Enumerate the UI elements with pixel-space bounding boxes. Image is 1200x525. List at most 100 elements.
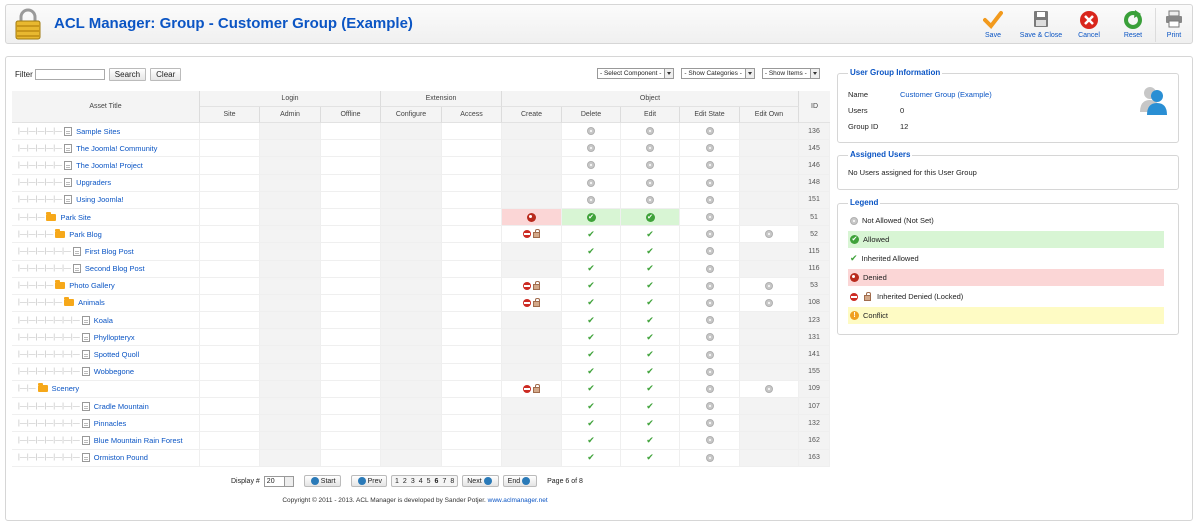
cell-create[interactable] [502,208,562,226]
page-number[interactable]: 8 [450,477,455,485]
cell-edit-state[interactable] [680,174,740,191]
cell-delete[interactable]: ✔ [562,243,621,260]
clear-button[interactable]: Clear [150,67,182,81]
select-component-dropdown[interactable]: - Select Component - [597,68,675,79]
page-number[interactable]: 7 [442,477,447,485]
cell-delete[interactable] [562,191,621,208]
cell-edit[interactable] [621,140,680,157]
cell-edit[interactable] [621,191,680,208]
cell-delete[interactable] [562,174,621,191]
cell-delete[interactable] [562,140,621,157]
cell-edit-state[interactable] [680,398,740,415]
cell-edit-own[interactable] [740,380,799,397]
cell-create[interactable] [502,294,562,312]
cell-edit[interactable]: ✔ [621,398,680,415]
asset-link[interactable]: The Joomla! Community [76,143,158,153]
cell-delete[interactable]: ✔ [562,380,621,397]
asset-link[interactable]: Upgraders [76,178,112,188]
cell-edit[interactable]: ✔ [621,346,680,363]
cell-edit[interactable]: ✔ [621,312,680,329]
asset-link[interactable]: Blue Mountain Rain Forest [93,435,183,445]
cell-edit-own[interactable] [740,277,799,294]
asset-link[interactable]: Pinnacles [93,418,127,428]
cell-edit[interactable] [621,157,680,174]
cell-edit[interactable] [621,174,680,191]
cell-edit-state[interactable] [680,243,740,260]
cell-edit[interactable]: ✔ [621,277,680,294]
cell-edit-state[interactable] [680,157,740,174]
cell-create[interactable] [502,226,562,243]
asset-link[interactable]: The Joomla! Project [76,160,143,170]
asset-link[interactable]: Scenery [51,384,80,394]
asset-link[interactable]: Park Blog [69,229,102,239]
asset-link[interactable]: Park Site [60,212,91,222]
search-button[interactable]: Search [108,67,147,81]
asset-link[interactable]: Animals [78,298,105,308]
cell-delete[interactable]: ✔ [562,398,621,415]
cell-edit-state[interactable] [680,415,740,432]
cell-edit-state[interactable] [680,449,740,466]
asset-link[interactable]: Using Joomla! [76,195,124,205]
cell-edit-state[interactable] [680,363,740,380]
asset-link[interactable]: Koala [93,315,113,325]
asset-link[interactable]: First Blog Post [84,246,134,256]
cell-delete[interactable]: ✔ [562,294,621,312]
cell-delete[interactable]: ✔ [562,277,621,294]
cell-delete[interactable] [562,157,621,174]
cell-edit-state[interactable] [680,208,740,226]
page-number[interactable]: 5 [426,477,431,485]
cell-edit-own[interactable] [740,226,799,243]
reset-button[interactable]: Reset [1111,8,1155,42]
cell-edit-own[interactable] [740,294,799,312]
cancel-button[interactable]: Cancel [1067,8,1111,42]
cell-edit-state[interactable] [680,140,740,157]
show-categories-dropdown[interactable]: - Show Categories - [681,68,755,79]
cell-create[interactable] [502,277,562,294]
aclmanager-link[interactable]: www.aclmanager.net [487,497,548,504]
asset-link[interactable]: Spotted Quoll [93,350,140,360]
display-count-dropdown[interactable]: 20 [263,475,294,487]
cell-edit-state[interactable] [680,277,740,294]
cell-edit-state[interactable] [680,380,740,397]
cell-edit[interactable]: ✔ [621,449,680,466]
cell-edit-state[interactable] [680,312,740,329]
cell-edit[interactable] [621,123,680,140]
show-items-dropdown[interactable]: - Show Items - [761,68,820,79]
prev-button[interactable]: Prev [350,475,387,487]
page-number[interactable]: 3 [410,477,415,485]
cell-edit-state[interactable] [680,346,740,363]
print-button[interactable]: Print [1156,8,1192,42]
page-number[interactable]: 2 [402,477,407,485]
cell-edit[interactable]: ✔ [621,432,680,449]
cell-edit[interactable]: ✔ [621,243,680,260]
cell-delete[interactable]: ✔ [562,432,621,449]
page-number[interactable]: 6 [434,477,439,485]
cell-edit-state[interactable] [680,432,740,449]
save-close-button[interactable]: Save & Close [1015,8,1067,42]
start-button[interactable]: Start [303,475,341,487]
cell-edit-state[interactable] [680,294,740,312]
cell-edit[interactable]: ✔ [621,415,680,432]
cell-delete[interactable]: ✔ [562,260,621,277]
cell-delete[interactable] [562,123,621,140]
cell-delete[interactable]: ✔ [562,329,621,346]
save-button[interactable]: Save [971,8,1015,42]
next-button[interactable]: Next [462,475,499,487]
cell-delete[interactable]: ✔ [562,415,621,432]
info-name-value[interactable]: Customer Group (Example) [900,90,992,99]
cell-edit[interactable]: ✔ [621,380,680,397]
end-button[interactable]: End [502,475,538,487]
cell-delete[interactable]: ✔ [562,312,621,329]
asset-link[interactable]: Wobbegone [93,367,135,377]
cell-edit[interactable]: ✔ [621,294,680,312]
cell-edit[interactable]: ✔ [621,329,680,346]
asset-link[interactable]: Second Blog Post [84,264,145,274]
cell-delete[interactable]: ✔ [562,363,621,380]
cell-create[interactable] [502,380,562,397]
cell-edit[interactable]: ✔ [621,208,680,226]
page-number[interactable]: 4 [418,477,423,485]
asset-link[interactable]: Photo Gallery [69,281,115,291]
filter-input[interactable] [34,68,105,80]
page-number[interactable]: 1 [395,477,399,485]
cell-edit-state[interactable] [680,226,740,243]
